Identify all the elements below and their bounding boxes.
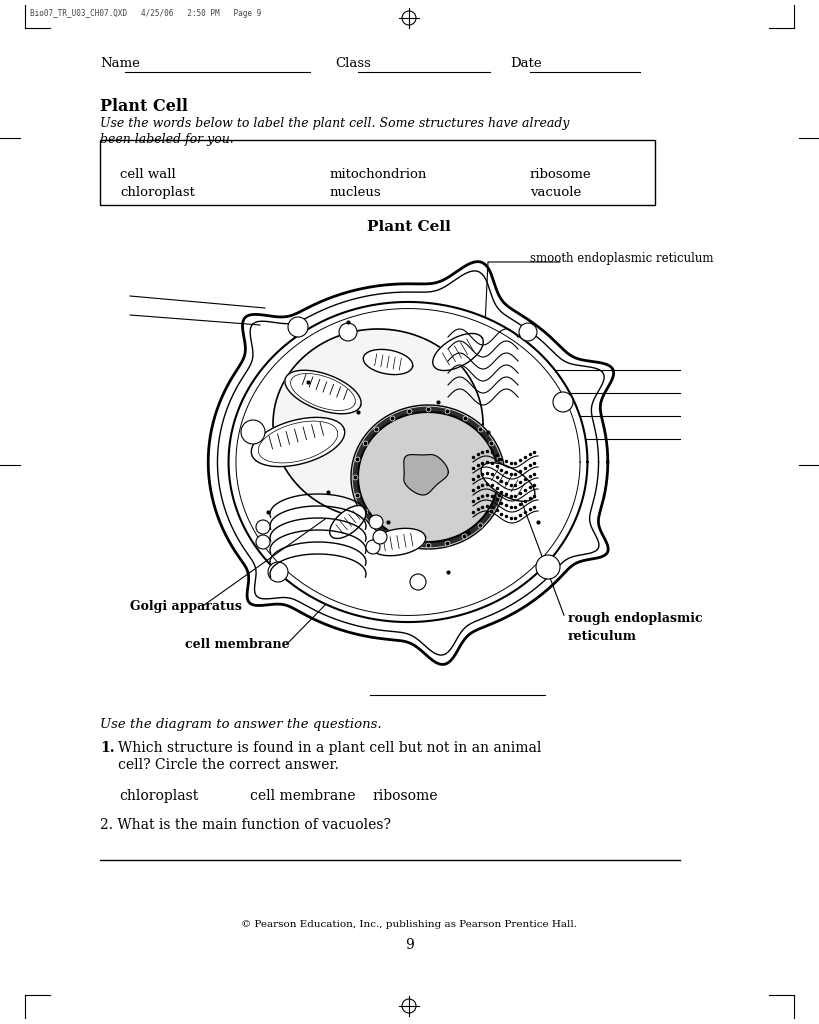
Text: nucleus: nucleus xyxy=(330,186,382,199)
Text: 2. What is the main function of vacuoles?: 2. What is the main function of vacuoles… xyxy=(100,818,391,831)
Polygon shape xyxy=(208,261,613,665)
Polygon shape xyxy=(370,528,426,556)
Text: been labeled for you.: been labeled for you. xyxy=(100,133,233,146)
Circle shape xyxy=(241,420,265,444)
Polygon shape xyxy=(229,302,587,622)
Polygon shape xyxy=(432,334,483,371)
Text: ribosome: ribosome xyxy=(530,168,591,181)
Circle shape xyxy=(373,530,387,544)
Polygon shape xyxy=(358,412,498,542)
Text: Bio07_TR_U03_CH07.QXD   4/25/06   2:50 PM   Page 9: Bio07_TR_U03_CH07.QXD 4/25/06 2:50 PM Pa… xyxy=(30,9,261,18)
Polygon shape xyxy=(273,329,483,519)
Text: Plant Cell: Plant Cell xyxy=(367,220,451,234)
Polygon shape xyxy=(481,463,535,502)
Text: Golgi apparatus: Golgi apparatus xyxy=(130,600,242,613)
Circle shape xyxy=(256,535,270,549)
Polygon shape xyxy=(351,406,505,549)
Text: © Pearson Education, Inc., publishing as Pearson Prentice Hall.: © Pearson Education, Inc., publishing as… xyxy=(241,920,577,929)
Text: Name: Name xyxy=(100,57,140,70)
Text: Date: Date xyxy=(510,57,541,70)
Text: 9: 9 xyxy=(405,938,414,952)
Text: cell membrane: cell membrane xyxy=(185,638,290,651)
Text: chloroplast: chloroplast xyxy=(120,186,195,199)
Text: Which structure is found in a plant cell but not in an animal: Which structure is found in a plant cell… xyxy=(118,741,541,755)
Text: vacuole: vacuole xyxy=(530,186,581,199)
Polygon shape xyxy=(404,455,448,495)
Text: 1.: 1. xyxy=(100,741,115,755)
Circle shape xyxy=(519,323,537,341)
Text: cell wall: cell wall xyxy=(120,168,176,181)
Text: ribosome: ribosome xyxy=(373,790,438,803)
Circle shape xyxy=(366,540,380,554)
Text: Class: Class xyxy=(335,57,371,70)
Circle shape xyxy=(410,574,426,590)
Text: cell membrane: cell membrane xyxy=(250,790,355,803)
Text: smooth endoplasmic reticulum: smooth endoplasmic reticulum xyxy=(530,252,713,265)
Polygon shape xyxy=(285,371,361,414)
FancyBboxPatch shape xyxy=(100,140,655,205)
Text: cell? Circle the correct answer.: cell? Circle the correct answer. xyxy=(118,758,339,772)
Polygon shape xyxy=(364,349,413,375)
Text: Use the diagram to answer the questions.: Use the diagram to answer the questions. xyxy=(100,718,382,731)
Circle shape xyxy=(536,555,560,579)
Circle shape xyxy=(256,520,270,534)
Circle shape xyxy=(268,562,288,582)
Polygon shape xyxy=(251,418,345,467)
Text: rough endoplasmic: rough endoplasmic xyxy=(568,612,703,625)
Circle shape xyxy=(288,317,308,337)
Text: chloroplast: chloroplast xyxy=(119,790,198,803)
Polygon shape xyxy=(330,506,366,539)
Text: Plant Cell: Plant Cell xyxy=(100,98,188,115)
Text: Use the words below to label the plant cell. Some structures have already: Use the words below to label the plant c… xyxy=(100,117,569,130)
Text: mitochondrion: mitochondrion xyxy=(330,168,428,181)
Text: reticulum: reticulum xyxy=(568,630,637,643)
Circle shape xyxy=(339,323,357,341)
Circle shape xyxy=(553,392,573,412)
Circle shape xyxy=(369,515,383,529)
